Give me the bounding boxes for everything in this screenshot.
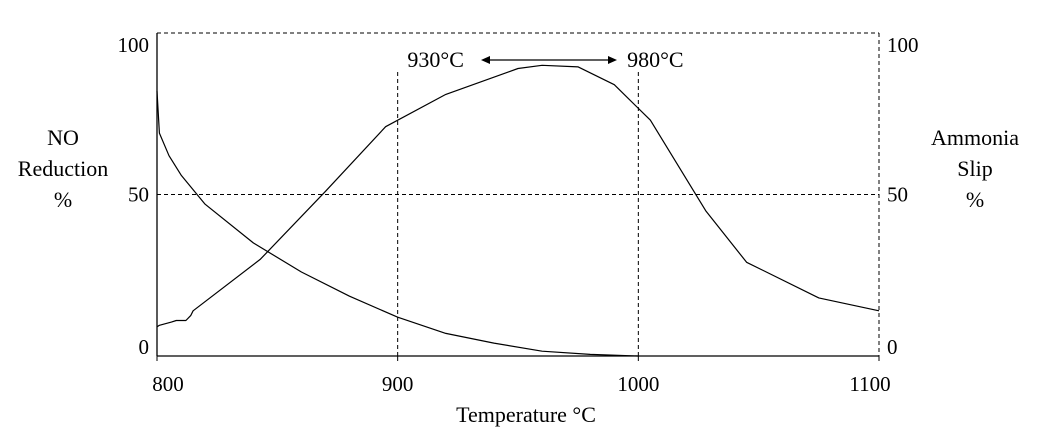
- y-left-axis-label-line: NO: [47, 125, 79, 150]
- y-right-tick-label: 0: [887, 335, 898, 359]
- arrow-head-right-icon: [608, 56, 617, 64]
- y-left-axis-label-line: Reduction: [18, 156, 108, 181]
- annotation-label-980: 980°C: [627, 47, 683, 72]
- axes: [156, 33, 880, 361]
- y-right-axis-label-line: %: [966, 187, 984, 212]
- y-right-tick-label: 50: [887, 183, 908, 207]
- y-right-axis-label-line: Ammonia: [931, 125, 1019, 150]
- x-tick-label: 900: [382, 372, 414, 396]
- y-left-tick-label: 100: [118, 33, 150, 57]
- grid: [157, 32, 880, 356]
- annotation-label-930: 930°C: [407, 47, 463, 72]
- x-axis-label: Temperature °C: [456, 402, 596, 427]
- y-left-axis-label-line: %: [54, 187, 72, 212]
- x-tick-label: 1100: [849, 372, 890, 396]
- y-left-tick-label: 0: [139, 335, 150, 359]
- series-line-0: [156, 64, 880, 328]
- series-group: [156, 64, 880, 357]
- series-line-1: [156, 91, 639, 357]
- y-left-tick-label: 50: [128, 183, 149, 207]
- label-group: 800 900 1000 1100050100050100NOReduction%Am…: [18, 33, 1019, 427]
- x-tick-label: 1000: [617, 372, 659, 396]
- arrow-head-left-icon: [481, 56, 490, 64]
- y-right-axis-label-line: Slip: [957, 156, 992, 181]
- x-tick-label: 800: [152, 372, 184, 396]
- y-right-tick-label: 100: [887, 33, 919, 57]
